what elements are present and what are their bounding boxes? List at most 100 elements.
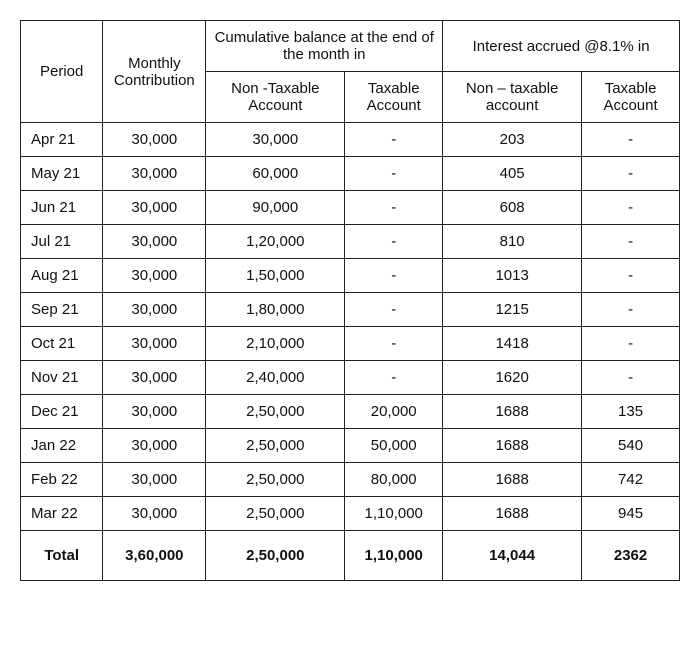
- cell-cum-nontax: 1,50,000: [206, 259, 345, 293]
- cell-int-nontax: 1688: [443, 463, 582, 497]
- col-cum-tax: Taxable Account: [345, 72, 443, 123]
- table-row: Apr 2130,00030,000-203-: [21, 123, 680, 157]
- cell-int-tax: 135: [582, 395, 680, 429]
- cell-int-tax: -: [582, 361, 680, 395]
- cell-int-tax: -: [582, 191, 680, 225]
- cell-period: Feb 22: [21, 463, 103, 497]
- cell-int-nontax: 1688: [443, 497, 582, 531]
- cell-int-tax: -: [582, 293, 680, 327]
- cell-period: Mar 22: [21, 497, 103, 531]
- table-row: Jul 2130,0001,20,000-810-: [21, 225, 680, 259]
- cell-cum-tax: 1,10,000: [345, 497, 443, 531]
- table-row: Nov 2130,0002,40,000-1620-: [21, 361, 680, 395]
- cell-contribution: 30,000: [103, 429, 206, 463]
- table-row: Sep 2130,0001,80,000-1215-: [21, 293, 680, 327]
- cell-int-tax: -: [582, 157, 680, 191]
- cell-int-nontax: 203: [443, 123, 582, 157]
- cell-int-tax: -: [582, 259, 680, 293]
- cell-cum-tax: -: [345, 361, 443, 395]
- cell-contribution: 30,000: [103, 395, 206, 429]
- table-total-row: Total 3,60,000 2,50,000 1,10,000 14,044 …: [21, 531, 680, 581]
- cell-cum-tax: 20,000: [345, 395, 443, 429]
- cell-cum-nontax: 2,50,000: [206, 429, 345, 463]
- cell-period: May 21: [21, 157, 103, 191]
- table-row: Feb 2230,0002,50,00080,0001688742: [21, 463, 680, 497]
- cell-int-nontax: 1215: [443, 293, 582, 327]
- table-row: May 2130,00060,000-405-: [21, 157, 680, 191]
- cell-cum-tax: 80,000: [345, 463, 443, 497]
- table-row: Dec 2130,0002,50,00020,0001688135: [21, 395, 680, 429]
- cell-cum-tax: 50,000: [345, 429, 443, 463]
- cell-int-tax: -: [582, 123, 680, 157]
- cell-int-tax: 742: [582, 463, 680, 497]
- col-interest-group: Interest accrued @8.1% in: [443, 21, 680, 72]
- total-int-nontax: 14,044: [443, 531, 582, 581]
- cell-cum-nontax: 1,20,000: [206, 225, 345, 259]
- cell-contribution: 30,000: [103, 327, 206, 361]
- total-cum-nontax: 2,50,000: [206, 531, 345, 581]
- total-label: Total: [21, 531, 103, 581]
- table-row: Jan 2230,0002,50,00050,0001688540: [21, 429, 680, 463]
- cell-int-tax: 540: [582, 429, 680, 463]
- cell-contribution: 30,000: [103, 361, 206, 395]
- cell-int-nontax: 405: [443, 157, 582, 191]
- cell-cum-nontax: 2,40,000: [206, 361, 345, 395]
- cell-contribution: 30,000: [103, 191, 206, 225]
- cell-cum-tax: -: [345, 225, 443, 259]
- col-int-tax: Taxable Account: [582, 72, 680, 123]
- cell-cum-nontax: 1,80,000: [206, 293, 345, 327]
- col-contribution: Monthly Contribution: [103, 21, 206, 123]
- cell-period: Sep 21: [21, 293, 103, 327]
- table-header: Period Monthly Contribution Cumulative b…: [21, 21, 680, 123]
- cell-period: Apr 21: [21, 123, 103, 157]
- cell-cum-nontax: 2,50,000: [206, 497, 345, 531]
- total-int-tax: 2362: [582, 531, 680, 581]
- cell-cum-nontax: 60,000: [206, 157, 345, 191]
- cell-cum-nontax: 2,50,000: [206, 395, 345, 429]
- cell-cum-nontax: 2,50,000: [206, 463, 345, 497]
- cell-contribution: 30,000: [103, 225, 206, 259]
- cell-cum-nontax: 90,000: [206, 191, 345, 225]
- cell-cum-nontax: 2,10,000: [206, 327, 345, 361]
- cell-cum-nontax: 30,000: [206, 123, 345, 157]
- col-cum-nontax: Non -Taxable Account: [206, 72, 345, 123]
- col-int-nontax: Non – taxable account: [443, 72, 582, 123]
- cell-int-tax: 945: [582, 497, 680, 531]
- cell-period: Aug 21: [21, 259, 103, 293]
- table-row: Mar 2230,0002,50,0001,10,0001688945: [21, 497, 680, 531]
- table-row: Aug 2130,0001,50,000-1013-: [21, 259, 680, 293]
- cell-period: Oct 21: [21, 327, 103, 361]
- table-row: Oct 2130,0002,10,000-1418-: [21, 327, 680, 361]
- cell-int-tax: -: [582, 327, 680, 361]
- cell-period: Jan 22: [21, 429, 103, 463]
- total-contribution: 3,60,000: [103, 531, 206, 581]
- cell-cum-tax: -: [345, 157, 443, 191]
- cell-cum-tax: -: [345, 123, 443, 157]
- table-body: Apr 2130,00030,000-203-May 2130,00060,00…: [21, 123, 680, 531]
- contribution-table: Period Monthly Contribution Cumulative b…: [20, 20, 680, 581]
- table-row: Jun 2130,00090,000-608-: [21, 191, 680, 225]
- cell-int-nontax: 1688: [443, 395, 582, 429]
- cell-contribution: 30,000: [103, 497, 206, 531]
- cell-cum-tax: -: [345, 327, 443, 361]
- cell-cum-tax: -: [345, 191, 443, 225]
- cell-int-nontax: 1688: [443, 429, 582, 463]
- cell-int-nontax: 608: [443, 191, 582, 225]
- cell-period: Nov 21: [21, 361, 103, 395]
- cell-contribution: 30,000: [103, 259, 206, 293]
- cell-int-nontax: 1620: [443, 361, 582, 395]
- col-cumulative-group: Cumulative balance at the end of the mon…: [206, 21, 443, 72]
- cell-int-tax: -: [582, 225, 680, 259]
- cell-contribution: 30,000: [103, 123, 206, 157]
- col-period: Period: [21, 21, 103, 123]
- cell-contribution: 30,000: [103, 157, 206, 191]
- cell-cum-tax: -: [345, 259, 443, 293]
- cell-int-nontax: 1013: [443, 259, 582, 293]
- cell-period: Jul 21: [21, 225, 103, 259]
- cell-contribution: 30,000: [103, 293, 206, 327]
- total-cum-tax: 1,10,000: [345, 531, 443, 581]
- cell-int-nontax: 810: [443, 225, 582, 259]
- cell-cum-tax: -: [345, 293, 443, 327]
- cell-period: Dec 21: [21, 395, 103, 429]
- cell-contribution: 30,000: [103, 463, 206, 497]
